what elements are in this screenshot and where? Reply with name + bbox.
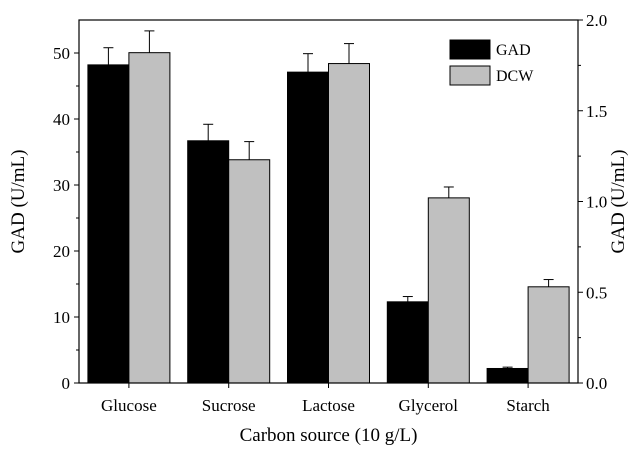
- y-tick-label-2: 20: [53, 242, 70, 261]
- x-tick-label-glycerol: Glycerol: [399, 396, 459, 415]
- legend-label-dcw: DCW: [496, 68, 534, 85]
- y-tick-label-1: 10: [53, 308, 70, 327]
- bar-gad-lactose: [287, 71, 329, 384]
- y2-tick-label-4: 2.0: [586, 11, 607, 30]
- bar-gad-glycerol: [386, 301, 429, 384]
- x-axis-title: Carbon source (10 g/L): [240, 425, 418, 446]
- bar-dcw-starch: [527, 286, 570, 384]
- y-axis-title: GAD (U/mL): [8, 150, 29, 254]
- bar-dcw-glucose: [128, 52, 171, 384]
- y-tick-label-4: 40: [53, 110, 70, 129]
- bar-gad-sucrose: [187, 140, 230, 384]
- legend-swatch-gad: [449, 39, 491, 60]
- y2-tick-label-1: 0.5: [586, 283, 607, 302]
- bar-gad-starch: [486, 367, 529, 384]
- y2-axis-title: GAD (U/mL): [608, 150, 629, 254]
- y-tick-label-0: 0: [62, 374, 71, 393]
- x-tick-label-glucose: Glucose: [101, 396, 157, 415]
- x-tick-label-starch: Starch: [506, 396, 550, 415]
- legend-label-gad: GAD: [496, 42, 531, 59]
- bar-gad-glucose: [87, 64, 130, 384]
- legend-swatch-dcw: [449, 65, 491, 86]
- bar-dcw-lactose: [328, 63, 370, 384]
- y-tick-label-5: 50: [53, 44, 70, 63]
- bar-dcw-glycerol: [427, 197, 470, 384]
- x-tick-label-sucrose: Sucrose: [202, 396, 256, 415]
- y2-tick-label-3: 1.5: [586, 102, 607, 121]
- y-tick-label-3: 30: [53, 176, 70, 195]
- y2-tick-label-2: 1.0: [586, 193, 607, 212]
- bar-dcw-sucrose: [228, 159, 271, 384]
- y2-tick-label-0: 0.0: [586, 374, 607, 393]
- x-tick-label-lactose: Lactose: [302, 396, 355, 415]
